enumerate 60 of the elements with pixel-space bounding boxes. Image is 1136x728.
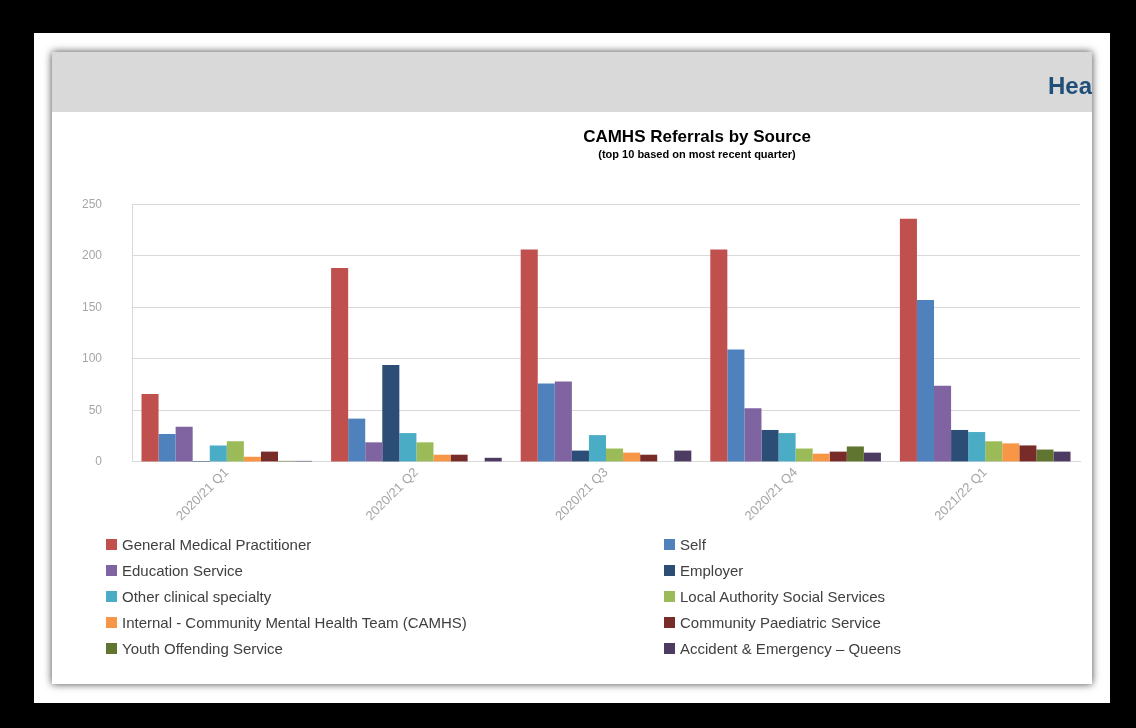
bar	[382, 365, 400, 462]
y-tick-label: 50	[88, 402, 103, 417]
bar	[226, 441, 244, 462]
bar	[674, 450, 692, 462]
legend-label: Other clinical specialty	[122, 587, 272, 605]
bar	[727, 349, 745, 462]
bar	[710, 249, 728, 462]
legend-label: Internal - Community Mental Health Team (CAMHS)	[122, 613, 467, 631]
y-tick-label: 100	[81, 351, 103, 366]
bar	[141, 393, 159, 462]
bar	[985, 441, 1003, 462]
legend-label: Community Paediatric Service	[680, 613, 881, 631]
bar	[416, 442, 434, 462]
bar	[778, 433, 796, 462]
legend-label: Education Service	[122, 561, 243, 579]
bar	[1053, 451, 1071, 462]
bar	[588, 435, 607, 462]
chart-subtitle: (top 10 based on most recent quarter)	[597, 148, 797, 160]
bar	[934, 385, 952, 462]
y-tick-label: 250	[81, 196, 103, 211]
bar	[795, 448, 813, 462]
bar	[365, 442, 383, 462]
bar	[623, 452, 641, 462]
bar	[1002, 443, 1020, 462]
bar	[260, 451, 279, 462]
bar	[968, 432, 986, 462]
bar	[761, 429, 779, 462]
bar	[331, 268, 349, 462]
bar	[606, 448, 624, 462]
bar	[158, 434, 176, 462]
legend-label: General Medical Practitioner	[122, 535, 312, 553]
bar	[348, 418, 366, 462]
y-tick-label: 0	[95, 454, 103, 469]
legend-label: Local Authority Social Services	[680, 587, 886, 605]
bar	[846, 446, 864, 462]
chart-title: CAMHS Referrals by Source	[582, 127, 812, 147]
legend-label: Youth Offending Service	[122, 639, 283, 657]
bar	[1019, 445, 1037, 462]
bar	[899, 218, 917, 462]
bar	[537, 383, 555, 462]
text: Hea	[1047, 72, 1092, 100]
y-tick-label: 150	[81, 299, 103, 314]
legend-label: Self	[680, 535, 706, 553]
bar	[520, 249, 538, 462]
bar	[829, 451, 847, 462]
bar	[951, 429, 969, 462]
legend-label: Employer	[680, 561, 744, 579]
bar	[399, 433, 417, 462]
bar	[744, 408, 762, 462]
bar	[1036, 449, 1054, 462]
bar	[433, 454, 451, 462]
bar	[209, 445, 227, 462]
y-tick-label: 200	[81, 248, 103, 263]
bar	[571, 450, 589, 462]
bar	[554, 381, 572, 462]
bar	[175, 426, 193, 462]
bar	[863, 452, 881, 462]
legend-label: Accident & Emergency – Queens	[680, 639, 901, 657]
bar	[812, 453, 830, 462]
bar	[916, 300, 935, 462]
